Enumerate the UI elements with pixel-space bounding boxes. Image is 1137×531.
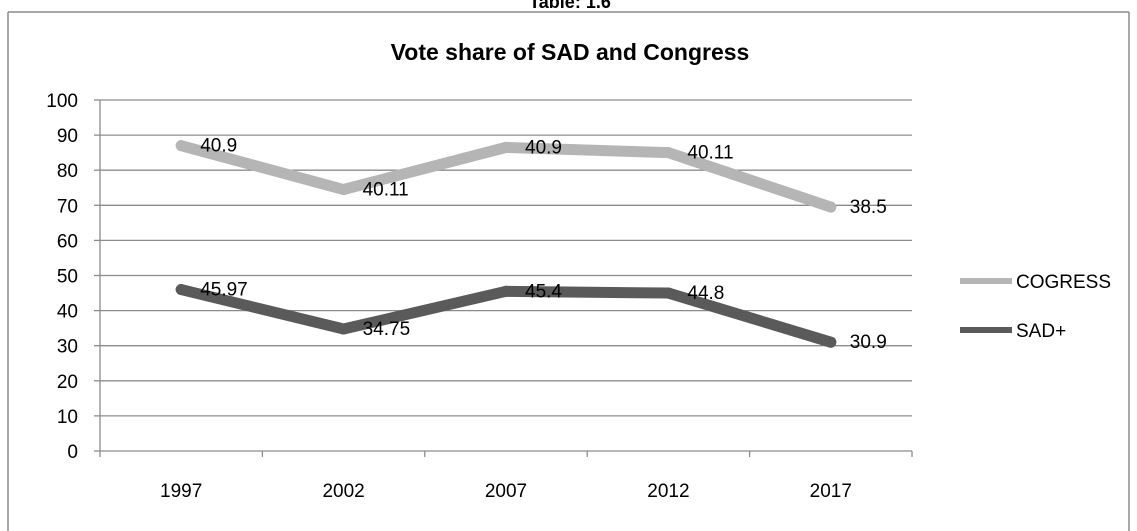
table-caption: Table: 1.6 [529,0,611,12]
data-label: 30.9 [850,332,887,353]
series-line-sad- [175,284,837,348]
y-tick-label: 90 [57,126,78,147]
data-point [338,184,350,196]
axes: 0 10 20 30 40 50 60 70 80 90 100 1997 2002 2007 2012 20… [46,91,913,502]
y-tick-label: 70 [57,196,78,217]
y-tick-label: 80 [57,161,78,182]
data-point [825,201,837,213]
series-lines [175,140,837,348]
y-tick-label: 30 [57,337,78,358]
x-tick-label: 2012 [647,481,689,502]
legend-label: COGRESS [1016,272,1111,293]
chart-title: Vote share of SAD and Congress [391,39,750,65]
data-point [662,147,674,159]
y-tick-label: 50 [57,267,78,288]
x-tick-label: 2017 [810,481,852,502]
data-label: 38.5 [850,197,887,218]
legend-label: SAD+ [1016,321,1066,342]
data-label: 44.8 [687,283,724,304]
x-tick-label: 2002 [322,481,364,502]
data-label: 45.4 [525,281,562,302]
data-label: 40.11 [363,180,409,201]
data-label: 45.97 [200,280,248,301]
data-label: 40.9 [200,136,237,157]
y-tick-label: 20 [57,372,78,393]
x-tick-label: 1997 [160,481,202,502]
data-point [825,336,837,348]
data-point [662,287,674,299]
y-tick-label: 40 [57,302,78,323]
y-tick-label: 10 [57,407,78,428]
data-point [338,323,350,335]
y-tick-label: 100 [46,91,78,112]
gridlines [100,99,912,452]
data-point [175,284,187,296]
y-tick-label: 60 [57,231,78,252]
legend: COGRESS SAD+ [960,272,1111,342]
x-tick-label: 2007 [485,481,527,502]
data-point [500,285,512,297]
data-point [175,140,187,152]
y-tick-label: 0 [67,442,78,463]
data-label: 34.75 [363,319,411,340]
data-label: 40.11 [687,143,733,164]
data-point [500,141,512,153]
data-label: 40.9 [525,137,562,158]
data-labels: 40.9 40.11 40.9 40.11 38.5 45.97 34.75 45.4 44.8… [200,136,887,354]
